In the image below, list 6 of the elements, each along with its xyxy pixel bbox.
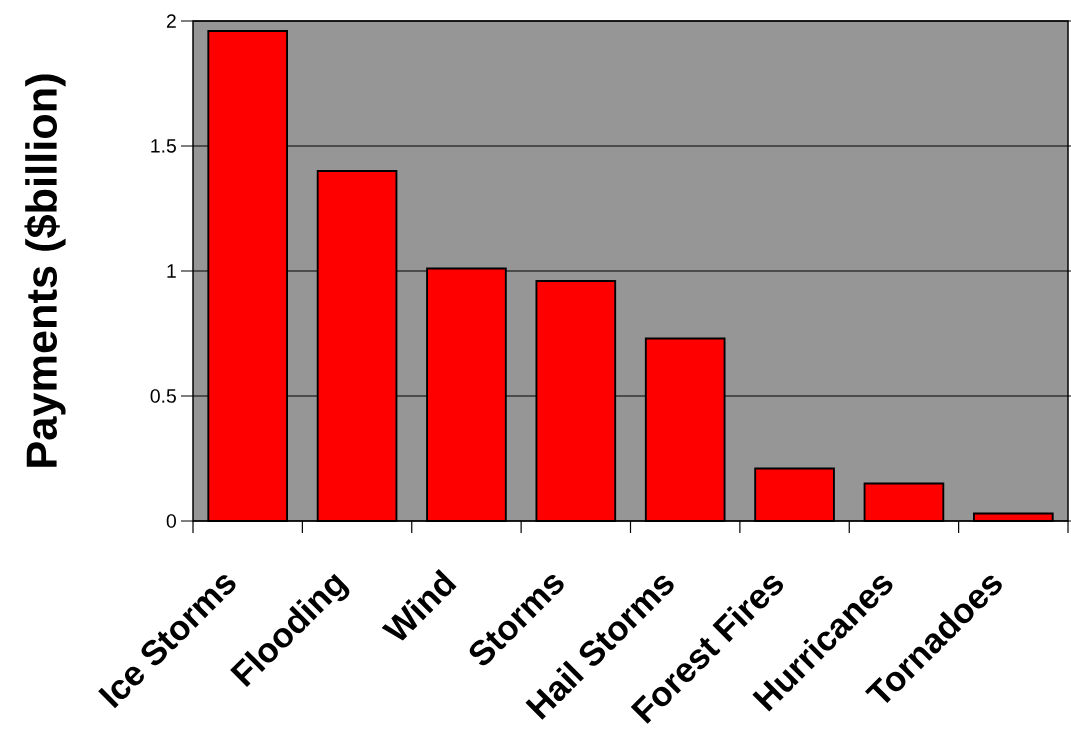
y-tick-label: 2 xyxy=(166,14,176,28)
y-tick-label: 1 xyxy=(167,264,176,278)
y-axis-title: Payments ($billion) xyxy=(24,74,66,467)
y-tick-label: 1.5 xyxy=(151,139,176,153)
y-tick-label: 0.5 xyxy=(150,389,176,403)
y-tick-label: 0 xyxy=(166,514,176,528)
